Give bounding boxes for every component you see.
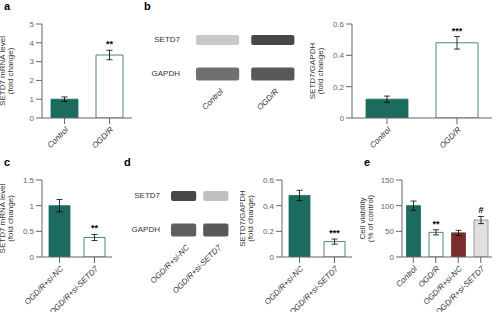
- svg-text:50: 50: [385, 227, 394, 236]
- svg-text:5: 5: [30, 20, 35, 29]
- html-text:b: b: [144, 0, 151, 12]
- svg-text:0: 0: [30, 253, 35, 262]
- svg-text:4: 4: [30, 39, 35, 48]
- svg-text:OGD/R+si-NC: OGD/R+si-NC: [421, 264, 464, 307]
- svg-text:0.6: 0.6: [333, 20, 345, 29]
- svg-text:**: **: [432, 219, 440, 229]
- svg-text:2: 2: [30, 76, 35, 85]
- svg-text:SETD7/GAPDH(fold change): SETD7/GAPDH(fold change): [310, 43, 325, 100]
- html-text:e: e: [364, 156, 371, 168]
- svg-text:Cell viability(% of control): Cell viability(% of control): [360, 194, 375, 242]
- svg-text:1: 1: [30, 202, 35, 211]
- svg-text:OGD/R: OGD/R: [438, 125, 463, 150]
- svg-text:OGD/R+si-NC: OGD/R+si-NC: [22, 264, 66, 307]
- svg-text:OGD/R+si-SETD7: OGD/R+si-SETD7: [48, 264, 101, 312]
- svg-text:Control: Control: [46, 125, 71, 150]
- svg-text:0.6: 0.6: [263, 176, 275, 185]
- svg-text:#: #: [478, 205, 483, 215]
- svg-text:OGD/R+si-NC: OGD/R+si-NC: [262, 264, 306, 307]
- svg-text:SETD7/GAPDH(fold change): SETD7/GAPDH(fold change): [240, 190, 255, 247]
- svg-text:OGD/R: OGD/R: [90, 125, 115, 150]
- svg-text:Control: Control: [200, 87, 225, 112]
- svg-text:0.4: 0.4: [263, 202, 275, 211]
- svg-text:0.2: 0.2: [263, 227, 275, 236]
- svg-text:GAPDH: GAPDH: [152, 69, 181, 78]
- svg-text:100: 100: [381, 202, 395, 211]
- svg-text:0: 0: [340, 114, 345, 123]
- svg-text:GAPDH: GAPDH: [132, 225, 161, 234]
- html-text:d: d: [124, 156, 131, 168]
- svg-text:0: 0: [390, 253, 395, 262]
- svg-text:***: ***: [452, 26, 463, 36]
- svg-text:0.5: 0.5: [23, 227, 35, 236]
- svg-text:0.4: 0.4: [333, 51, 345, 60]
- svg-text:0.2: 0.2: [333, 83, 345, 92]
- svg-text:OGD/R+si-SETD7: OGD/R+si-SETD7: [171, 243, 224, 296]
- svg-text:Control: Control: [394, 264, 419, 289]
- svg-text:1.5: 1.5: [23, 176, 35, 185]
- svg-text:OGD/R+si-SETD7: OGD/R+si-SETD7: [288, 264, 341, 312]
- svg-text:OGD/R+si-SETD7: OGD/R+si-SETD7: [434, 264, 487, 312]
- svg-text:***: ***: [329, 228, 340, 238]
- html-text:a: a: [4, 0, 11, 12]
- svg-text:SETD7 mRNA level(fold change): SETD7 mRNA level(fold change): [8, 183, 15, 253]
- svg-text:OGD/R+si-NC: OGD/R+si-NC: [148, 243, 191, 286]
- svg-text:SETD7: SETD7: [134, 191, 160, 200]
- svg-text:3: 3: [30, 57, 35, 66]
- svg-text:SETD7 mRNA level(fold change): SETD7 mRNA level(fold change): [8, 36, 15, 106]
- svg-text:1: 1: [30, 95, 35, 104]
- svg-text:**: **: [106, 39, 114, 49]
- svg-text:**: **: [91, 223, 99, 233]
- svg-text:150: 150: [381, 176, 395, 185]
- html-text:c: c: [4, 156, 11, 168]
- svg-text:Control: Control: [368, 125, 393, 150]
- svg-text:0: 0: [270, 253, 275, 262]
- svg-text:SETD7: SETD7: [154, 35, 180, 44]
- svg-text:OGD/R: OGD/R: [255, 87, 280, 112]
- svg-text:0: 0: [30, 114, 35, 123]
